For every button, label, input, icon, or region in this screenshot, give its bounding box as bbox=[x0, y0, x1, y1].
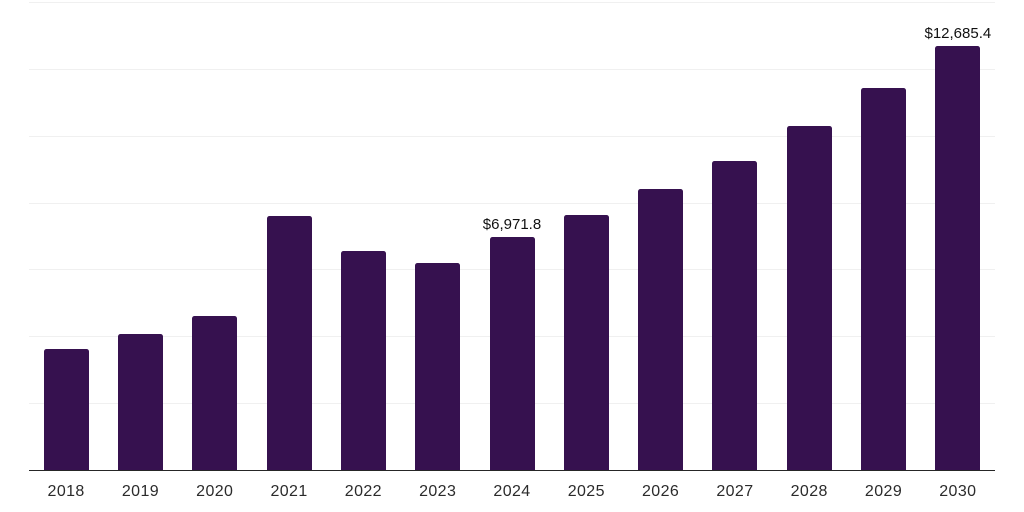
plot-area: $6,971.8 $12,685.4 bbox=[29, 2, 995, 470]
x-axis-label-2030: 2030 bbox=[939, 483, 977, 500]
bar-2018 bbox=[43, 349, 89, 470]
x-axis-label-2018: 2018 bbox=[47, 483, 85, 500]
x-axis-label-2020: 2020 bbox=[196, 483, 234, 500]
bar-2024 bbox=[489, 236, 535, 470]
bar-2026 bbox=[638, 189, 684, 470]
bar-2025 bbox=[563, 214, 609, 470]
bar-2023 bbox=[415, 263, 461, 470]
value-label-2024: $6,971.8 bbox=[482, 215, 542, 233]
x-axis-line bbox=[29, 469, 995, 472]
bar-2029 bbox=[861, 88, 907, 470]
x-axis-label-2026: 2026 bbox=[642, 483, 680, 500]
bar-2028 bbox=[786, 126, 832, 470]
gridline-12000 bbox=[29, 68, 995, 70]
gridline-8000 bbox=[29, 202, 995, 204]
x-axis-label-2029: 2029 bbox=[864, 483, 903, 500]
x-axis-label-2027: 2027 bbox=[716, 483, 754, 500]
gridline-10000 bbox=[29, 135, 995, 137]
bar-2022 bbox=[340, 251, 386, 470]
x-axis-label-2022: 2022 bbox=[344, 483, 382, 500]
value-label-2030: $12,685.4 bbox=[924, 24, 992, 42]
x-axis-label-2028: 2028 bbox=[790, 483, 828, 500]
x-axis-label-2023: 2023 bbox=[419, 483, 457, 500]
x-axis-label-2025: 2025 bbox=[567, 483, 605, 500]
gridline-14000 bbox=[29, 2, 995, 3]
bar-2019 bbox=[117, 333, 163, 470]
bar-2020 bbox=[192, 315, 238, 470]
bar-2027 bbox=[712, 160, 758, 470]
x-axis-label-2024: 2024 bbox=[493, 483, 531, 500]
bar-2021 bbox=[266, 215, 312, 470]
x-axis-label-2021: 2021 bbox=[270, 483, 308, 500]
x-axis-label-2019: 2019 bbox=[121, 483, 160, 500]
bar-2030 bbox=[935, 45, 981, 470]
